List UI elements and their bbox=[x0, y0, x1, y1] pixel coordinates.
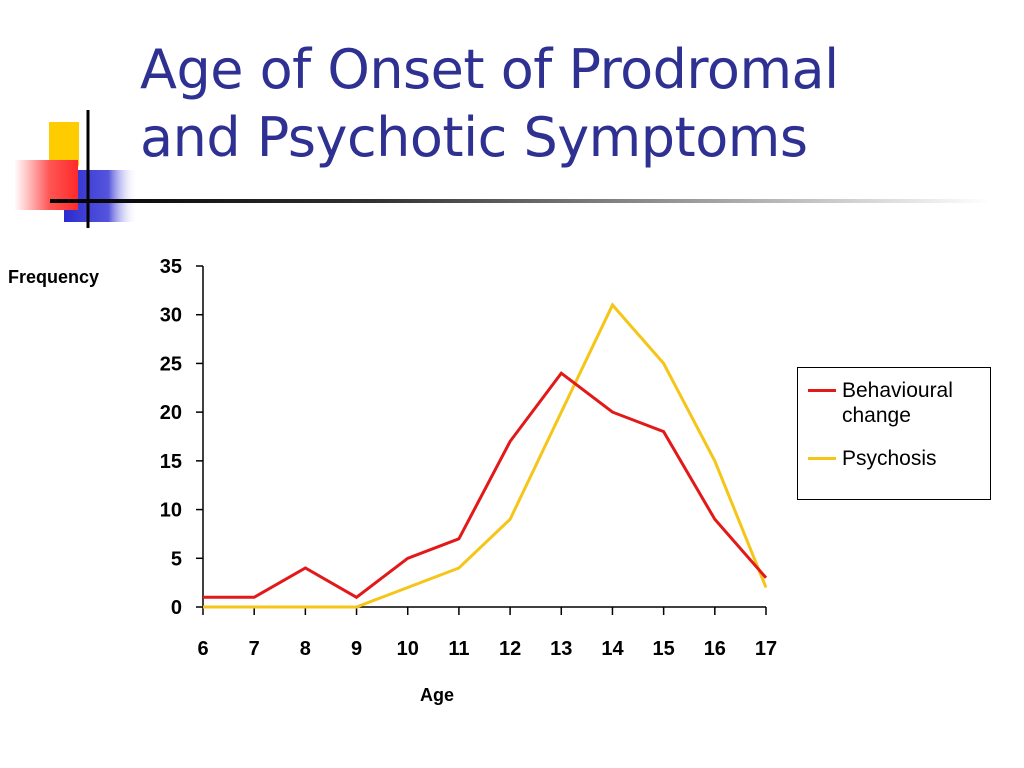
x-tick-label-13: 13 bbox=[550, 638, 572, 660]
x-tick-label-10: 10 bbox=[397, 638, 419, 660]
y-axis-label: Frequency bbox=[8, 267, 99, 287]
x-tick-label-16: 16 bbox=[704, 638, 726, 660]
x-tick-label-12: 12 bbox=[499, 638, 521, 660]
x-tick-label-9: 9 bbox=[351, 638, 362, 660]
slide-title: Age of Onset of Prodromal and Psychotic … bbox=[140, 36, 839, 172]
y-tick-label-15: 15 bbox=[160, 451, 182, 473]
axes: 0 5 10 15 20 25 30 35 6 7 8 9 10 11 12 13 14 15 16 17 bbox=[160, 256, 777, 660]
x-tick-label-11: 11 bbox=[448, 638, 469, 660]
x-tick-label-6: 6 bbox=[197, 638, 208, 660]
x-axis-label: Age bbox=[420, 685, 454, 705]
yellow-square bbox=[49, 122, 79, 166]
chart-legend: Behavioural change Psychosis bbox=[797, 367, 991, 500]
y-tick-label-25: 25 bbox=[160, 353, 182, 375]
y-tick-label-30: 30 bbox=[160, 305, 182, 327]
x-tick-label-7: 7 bbox=[249, 638, 260, 660]
y-tick-label-0: 0 bbox=[171, 597, 182, 619]
series-layer bbox=[203, 302, 768, 609]
y-tick-label-35: 35 bbox=[160, 256, 182, 278]
y-tick-label-20: 20 bbox=[160, 402, 182, 424]
x-tick-label-15: 15 bbox=[653, 638, 675, 660]
x-tick-label-14: 14 bbox=[601, 638, 624, 660]
y-tick-label-10: 10 bbox=[160, 500, 182, 522]
title-line-2: and Psychotic Symptoms bbox=[140, 106, 808, 169]
series-line-behavioural-change bbox=[203, 371, 768, 600]
legend-swatch-psychosis bbox=[808, 457, 836, 460]
title-rule bbox=[50, 199, 990, 203]
x-tick-label-17: 17 bbox=[755, 638, 777, 660]
title-line-1: Age of Onset of Prodromal bbox=[140, 38, 839, 101]
y-tick-label-5: 5 bbox=[171, 548, 182, 570]
series-line-psychosis bbox=[203, 302, 768, 609]
legend-label-psychosis: Psychosis bbox=[842, 447, 937, 470]
legend-swatch-behavioural bbox=[808, 389, 836, 392]
legend-label-behavioural: Behavioural change bbox=[842, 379, 953, 427]
x-tick-label-8: 8 bbox=[300, 638, 311, 660]
